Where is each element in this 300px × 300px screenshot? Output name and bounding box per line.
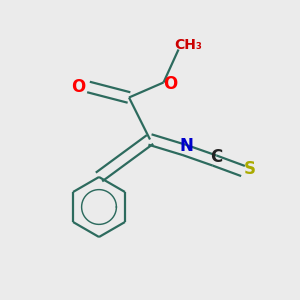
Text: C: C	[210, 148, 222, 166]
Text: O: O	[71, 78, 85, 96]
Text: O: O	[163, 75, 177, 93]
Text: N: N	[179, 137, 193, 155]
Text: S: S	[244, 160, 256, 178]
Text: CH₃: CH₃	[175, 38, 202, 52]
